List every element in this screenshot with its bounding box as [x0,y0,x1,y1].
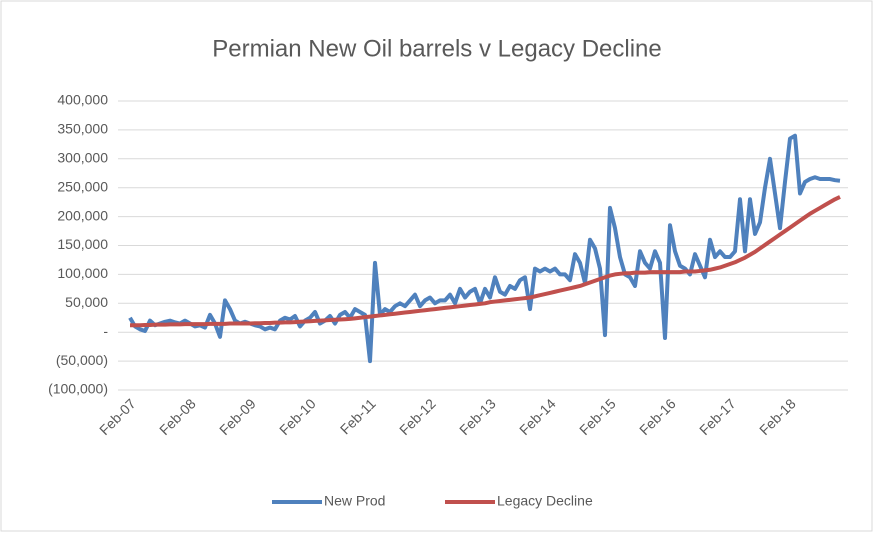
y-tick-label: 200,000 [57,207,108,223]
y-tick-label: 300,000 [57,150,108,166]
y-tick-label: (100,000) [48,381,108,397]
y-tick-label: - [103,323,108,339]
legend-label: New Prod [324,493,385,509]
y-tick-label: 350,000 [57,121,108,137]
y-tick-label: 250,000 [57,178,108,194]
y-tick-label: 400,000 [57,92,108,108]
y-tick-label: 50,000 [65,294,108,310]
y-tick-label: (50,000) [56,352,108,368]
y-tick-label: 100,000 [57,265,108,281]
legend-label: Legacy Decline [497,493,593,509]
y-tick-label: 150,000 [57,236,108,252]
chart-title: Permian New Oil barrels v Legacy Decline [212,35,662,62]
series-line [130,195,841,328]
